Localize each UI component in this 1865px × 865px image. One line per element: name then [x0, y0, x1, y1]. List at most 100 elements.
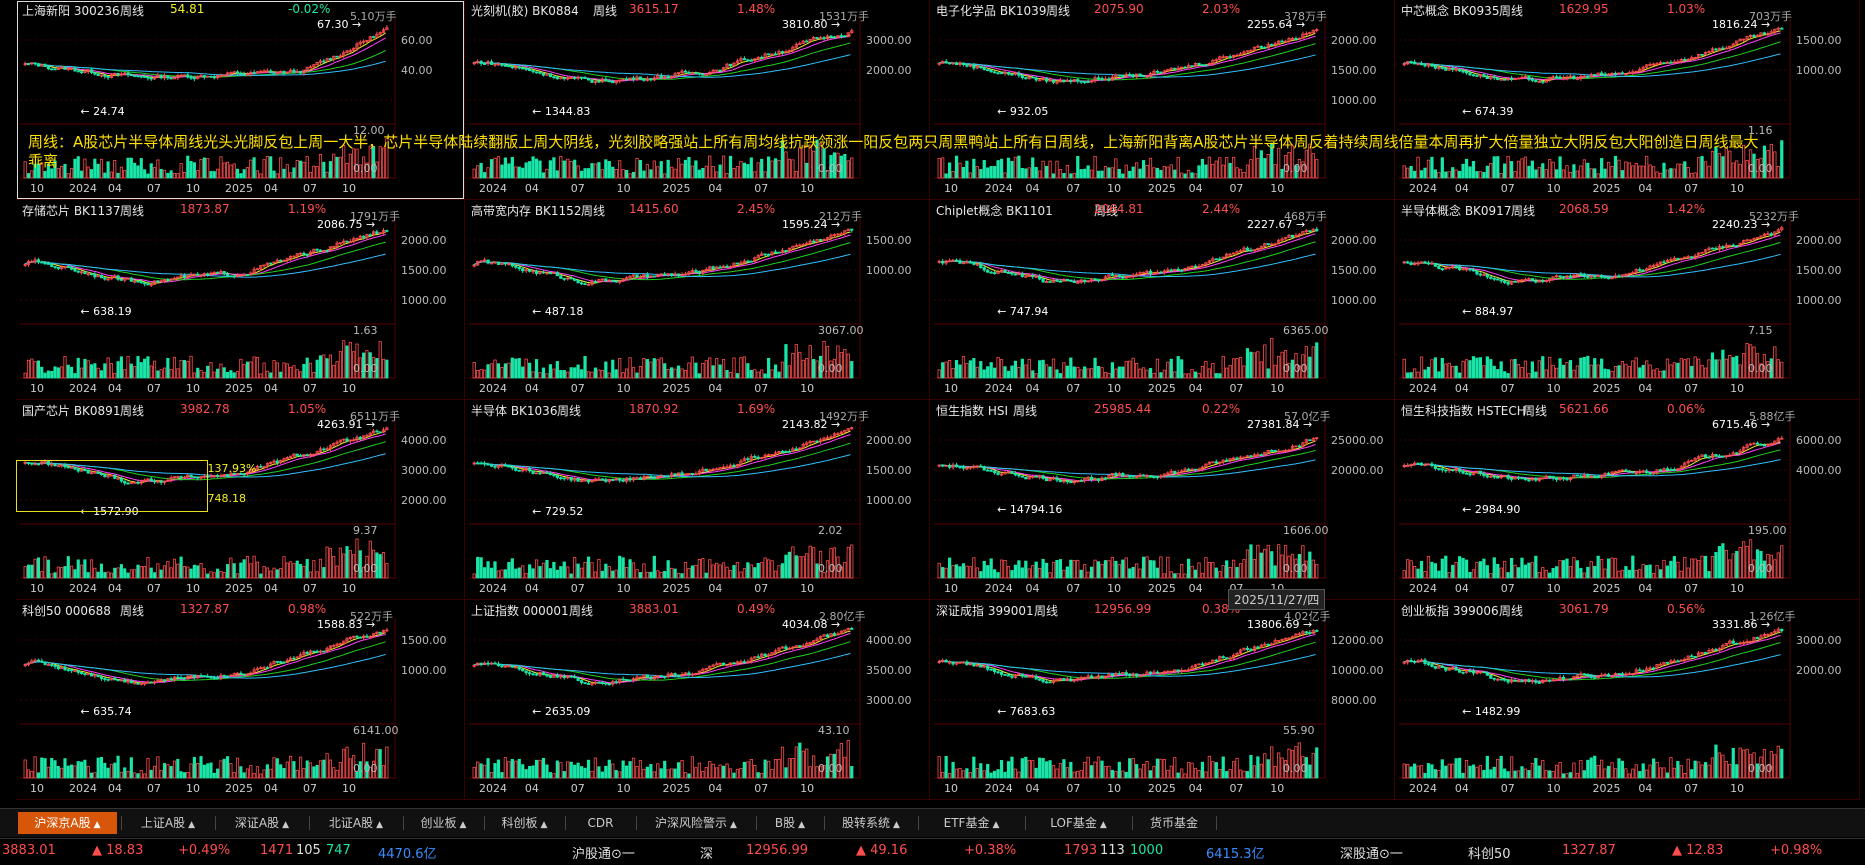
x-axis-tick: 04 [264, 382, 278, 395]
tab-1[interactable]: 上证A股▲ [125, 812, 211, 834]
tab-8[interactable]: B股▲ [760, 812, 820, 834]
x-axis-tick: 07 [571, 782, 585, 795]
x-axis-tick: 2024 [69, 782, 97, 795]
volume-axis-tick: 0.00 [353, 762, 378, 775]
sz-flat-count: 113 [1100, 843, 1125, 858]
kline-chart[interactable] [1395, 600, 1860, 800]
sz-up-count: 1793 [1064, 843, 1097, 858]
caret-up-icon: ▲ [992, 820, 999, 830]
x-axis-tick: 07 [571, 582, 585, 595]
y-axis-tick: 10000.00 [1331, 664, 1384, 677]
tab-label: 上证A股 [141, 816, 185, 830]
kline-chart[interactable] [16, 600, 465, 800]
volume-axis-tick: 43.10 [818, 724, 850, 737]
y-axis-tick: 2000.00 [866, 434, 912, 447]
sz-turnover: 6415.3亿 [1206, 843, 1265, 862]
kline-chart[interactable] [465, 600, 930, 800]
kline-chart[interactable] [16, 200, 465, 400]
tab-0[interactable]: 沪深京A股▲ [18, 812, 117, 834]
x-axis-tick: 04 [108, 582, 122, 595]
hgt-label[interactable]: 沪股通⊙一 [572, 843, 635, 862]
kline-chart[interactable] [1395, 200, 1860, 400]
x-axis-tick: 2024 [479, 182, 507, 195]
kline-chart[interactable] [930, 600, 1395, 800]
x-axis-tick: 04 [525, 182, 539, 195]
y-axis-tick: 3000.00 [866, 34, 912, 47]
tab-10[interactable]: ETF基金▲ [922, 812, 1021, 834]
x-axis-tick: 2025 [1148, 182, 1176, 195]
tab-9[interactable]: 股转系统▲ [828, 812, 914, 834]
tab-label: ETF基金 [944, 816, 990, 830]
caret-up-icon: ▲ [460, 820, 467, 830]
tab-12[interactable]: 货币基金 [1136, 812, 1212, 834]
tab-4[interactable]: 创业板▲ [407, 812, 480, 834]
kline-chart[interactable] [1395, 400, 1860, 600]
x-axis-tick: 04 [708, 182, 722, 195]
panel-price: 1415.60 [629, 202, 679, 216]
x-axis-tick: 04 [525, 582, 539, 595]
caret-up-icon: ▲ [798, 820, 805, 830]
caret-up-icon: ▲ [1100, 820, 1107, 830]
kline-chart[interactable] [465, 200, 930, 400]
kline-chart[interactable] [465, 400, 930, 600]
kline-chart[interactable] [930, 200, 1395, 400]
y-axis-tick: 4000.00 [1796, 464, 1842, 477]
caret-up-icon: ▲ [94, 820, 101, 830]
sh-index-pct: +0.49% [178, 843, 230, 858]
low-price-label: ← 635.74 [80, 705, 131, 718]
tab-7[interactable]: 沪深风险警示▲ [640, 812, 752, 834]
x-axis-tick: 10 [617, 382, 631, 395]
panel-period: 周线 [1523, 402, 1547, 419]
panel-price: 2075.90 [1094, 2, 1144, 16]
tab-label: LOF基金 [1050, 816, 1097, 830]
panel-period: 周线 [1499, 2, 1523, 19]
sz-index-change: ▲ 49.16 [856, 843, 907, 858]
low-price-label: ← 1482.99 [1462, 705, 1520, 718]
x-axis-tick: 2024 [479, 582, 507, 595]
tab-5[interactable]: 科创板▲ [488, 812, 561, 834]
low-price-label: ← 24.74 [80, 105, 124, 118]
tab-6[interactable]: CDR [569, 812, 632, 834]
y-axis-tick: 1000.00 [1331, 94, 1377, 107]
tab-3[interactable]: 北证A股▲ [313, 812, 399, 834]
y-axis-tick: 1500.00 [1331, 64, 1377, 77]
low-price-label: ← 7683.63 [997, 705, 1055, 718]
panel-period: 周线 [1034, 602, 1058, 619]
x-axis-tick: 2024 [69, 182, 97, 195]
tab-divider [1132, 816, 1133, 830]
tab-label: 货币基金 [1150, 816, 1198, 830]
x-axis-tick: 10 [1547, 582, 1561, 595]
sgt-label[interactable]: 深股通⊙一 [1340, 843, 1403, 862]
x-axis-tick: 07 [1501, 782, 1515, 795]
x-axis-tick: 10 [800, 582, 814, 595]
x-axis-tick: 07 [147, 782, 161, 795]
tab-label: 科创板 [502, 816, 538, 830]
x-axis-tick: 04 [1638, 382, 1652, 395]
tab-11[interactable]: LOF基金▲ [1029, 812, 1128, 834]
tab-2[interactable]: 深证A股▲ [219, 812, 305, 834]
volume-axis-tick: 1.63 [353, 324, 378, 337]
x-axis-tick: 10 [1107, 582, 1121, 595]
kline-chart[interactable] [930, 400, 1395, 600]
caret-up-icon: ▲ [730, 820, 737, 830]
volume-axis-tick: 9.37 [353, 524, 378, 537]
x-axis-tick: 04 [1189, 382, 1203, 395]
low-price-label: ← 674.39 [1462, 105, 1513, 118]
x-axis-tick: 10 [1547, 182, 1561, 195]
volume-axis-tick: 195.00 [1748, 524, 1787, 537]
crosshair-date-tip: 2025/11/27/四 [1228, 589, 1325, 610]
x-axis-tick: 04 [1026, 182, 1040, 195]
tab-divider [121, 816, 122, 830]
